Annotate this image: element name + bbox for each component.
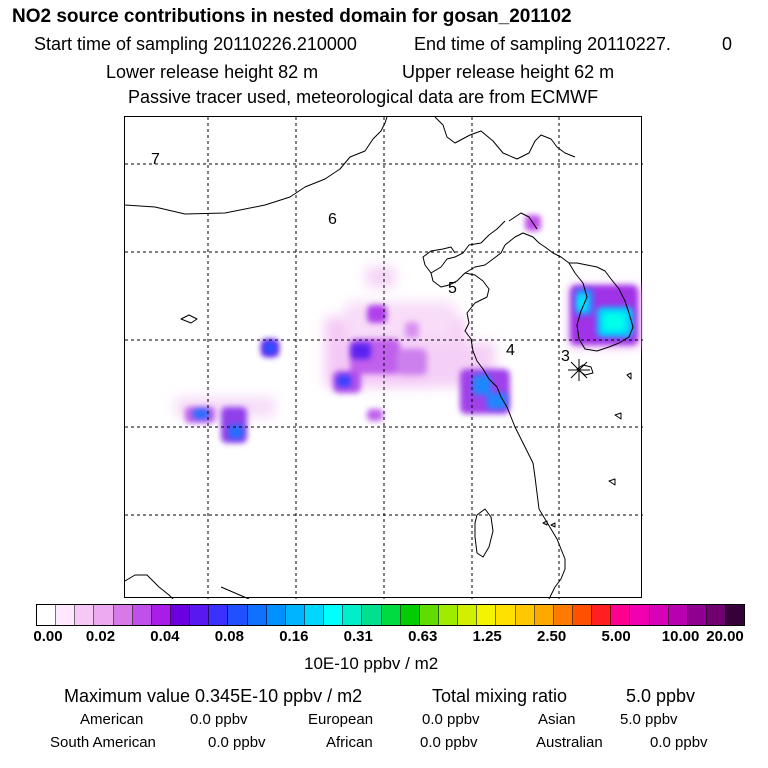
colorbar-swatch [419,605,439,625]
colorbar-swatch [170,605,191,625]
colorbar-tick-label: 0.04 [150,628,180,645]
colorbar-tick-label: 20.00 [706,628,744,645]
colorbar-tick-label: 0.63 [408,628,438,645]
region-name-european: European [308,711,374,728]
colorbar-swatch [592,605,612,625]
region-name-australian: Australian [536,734,603,751]
colorbar-units: 10E-10 ppbv / m2 [304,654,439,673]
max-value: Maximum value 0.345E-10 ppbv / m2 [64,686,363,706]
colorbar-swatch [75,605,95,625]
colorbar-swatch [37,605,57,625]
map-panel: 7 6 5 4 3 [124,116,643,599]
colorbar-swatch [132,605,152,625]
upper-release-height: Upper release height 62 m [402,62,615,82]
region-label-6: 6 [328,211,337,228]
region-name-south-american: South American [50,734,156,751]
colorbar-swatch [649,605,669,625]
colorbar-swatch [553,605,573,625]
colorbar-swatch [228,605,248,625]
colorbar-tick-label: 0.08 [214,628,244,645]
colorbar-swatch [209,605,229,625]
colorbar-swatch [726,605,745,625]
colorbar-tick-label: 0.16 [279,628,309,645]
region-labels: 7 6 5 4 3 [151,151,570,365]
colorbar-swatch [190,605,210,625]
colorbar-tick-label: 0.31 [343,628,373,645]
region-label-7: 7 [151,151,160,168]
total-mixing-value: 5.0 ppbv [626,686,696,706]
colorbar-swatch [285,605,305,625]
coastlines [125,117,634,599]
region-value-australian: 0.0 ppbv [650,734,708,751]
colorbar-swatch [438,605,459,625]
colorbar-swatch [534,605,554,625]
lower-release-height: Lower release height 82 m [106,62,319,82]
region-value-american: 0.0 ppbv [190,711,248,728]
region-label-3: 3 [561,348,570,365]
colorbar-tick-label: 5.00 [601,628,631,645]
plot-title: NO2 source contributions in nested domai… [12,6,572,27]
colorbar-swatch [304,605,325,625]
colorbar-swatch [515,605,535,625]
colorbar [36,604,745,626]
receptor-asterisk-icon [568,359,590,381]
colorbar-tick-label: 0.02 [85,628,116,645]
end-time-value: 0 [722,34,733,54]
colorbar-swatch [611,605,631,625]
colorbar-tick-label: 2.50 [537,628,567,645]
end-time: End time of sampling 20110227. [414,34,671,54]
region-value-asian: 5.0 ppbv [620,711,678,728]
region-value-south-american: 0.0 ppbv [208,734,266,751]
colorbar-swatch [496,605,516,625]
start-time: Start time of sampling 20110226.210000 [34,34,357,54]
region-label-5: 5 [448,280,457,297]
colorbar-swatch [630,605,650,625]
colorbar-swatch [477,605,497,625]
total-mixing-label: Total mixing ratio [432,686,568,706]
colorbar-swatch [113,605,133,625]
region-name-asian: Asian [538,711,576,728]
colorbar-swatch [400,605,420,625]
colorbar-swatch [381,605,401,625]
colorbar-swatch [668,605,688,625]
colorbar-swatch [151,605,171,625]
colorbar-swatch [687,605,707,625]
colorbar-tick-label: 0.00 [33,628,63,645]
region-value-african: 0.0 ppbv [420,734,478,751]
region-value-european: 0.0 ppbv [422,711,480,728]
colorbar-tick-label: 10.00 [661,628,700,645]
colorbar-tick-label: 1.25 [472,628,502,645]
tracer-note: Passive tracer used, meteorological data… [128,87,599,107]
colorbar-swatch [343,605,363,625]
colorbar-swatch [706,605,727,625]
colorbar-swatch [247,605,267,625]
concentration-peaks [193,289,633,439]
colorbar-swatch [324,605,344,625]
colorbar-swatch [458,605,478,625]
colorbar-swatch [362,605,382,625]
region-label-4: 4 [506,342,515,359]
lat-lon-grid [125,117,643,599]
colorbar-swatch [572,605,593,625]
region-name-american: American [80,711,144,728]
region-name-african: African [326,734,373,751]
colorbar-swatch [266,605,286,625]
colorbar-swatch [56,605,76,625]
colorbar-swatch [94,605,114,625]
